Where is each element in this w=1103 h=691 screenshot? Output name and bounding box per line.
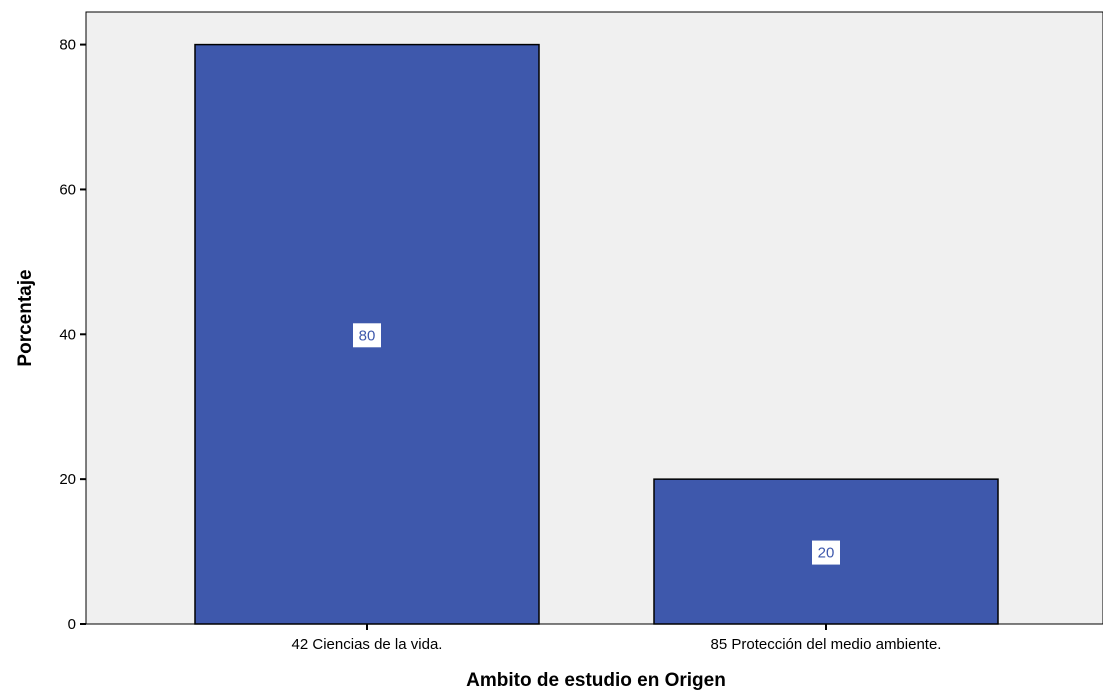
y-tick-label: 20 — [59, 471, 76, 488]
y-tick-label: 40 — [59, 326, 76, 343]
y-axis-title: Porcentaje — [15, 269, 36, 366]
data-label-box — [353, 323, 381, 348]
data-label: 80 — [359, 327, 376, 344]
x-category-label: 85 Protección del medio ambiente. — [711, 636, 942, 653]
y-tick-label: 60 — [59, 181, 76, 198]
bars-group: 80 20 — [194, 43, 999, 625]
x-category-label: 42 Ciencias de la vida. — [292, 636, 443, 653]
y-tick-label: 80 — [59, 37, 76, 54]
data-label: 20 — [818, 545, 835, 562]
y-axis: 0 20 40 60 80 — [59, 37, 86, 633]
y-tick-label: 0 — [68, 616, 76, 633]
x-axis: 42 Ciencias de la vida. 85 Protección del… — [292, 624, 942, 653]
data-label-box — [812, 540, 840, 565]
x-axis-title: Ambito de estudio en Origen — [466, 670, 726, 691]
